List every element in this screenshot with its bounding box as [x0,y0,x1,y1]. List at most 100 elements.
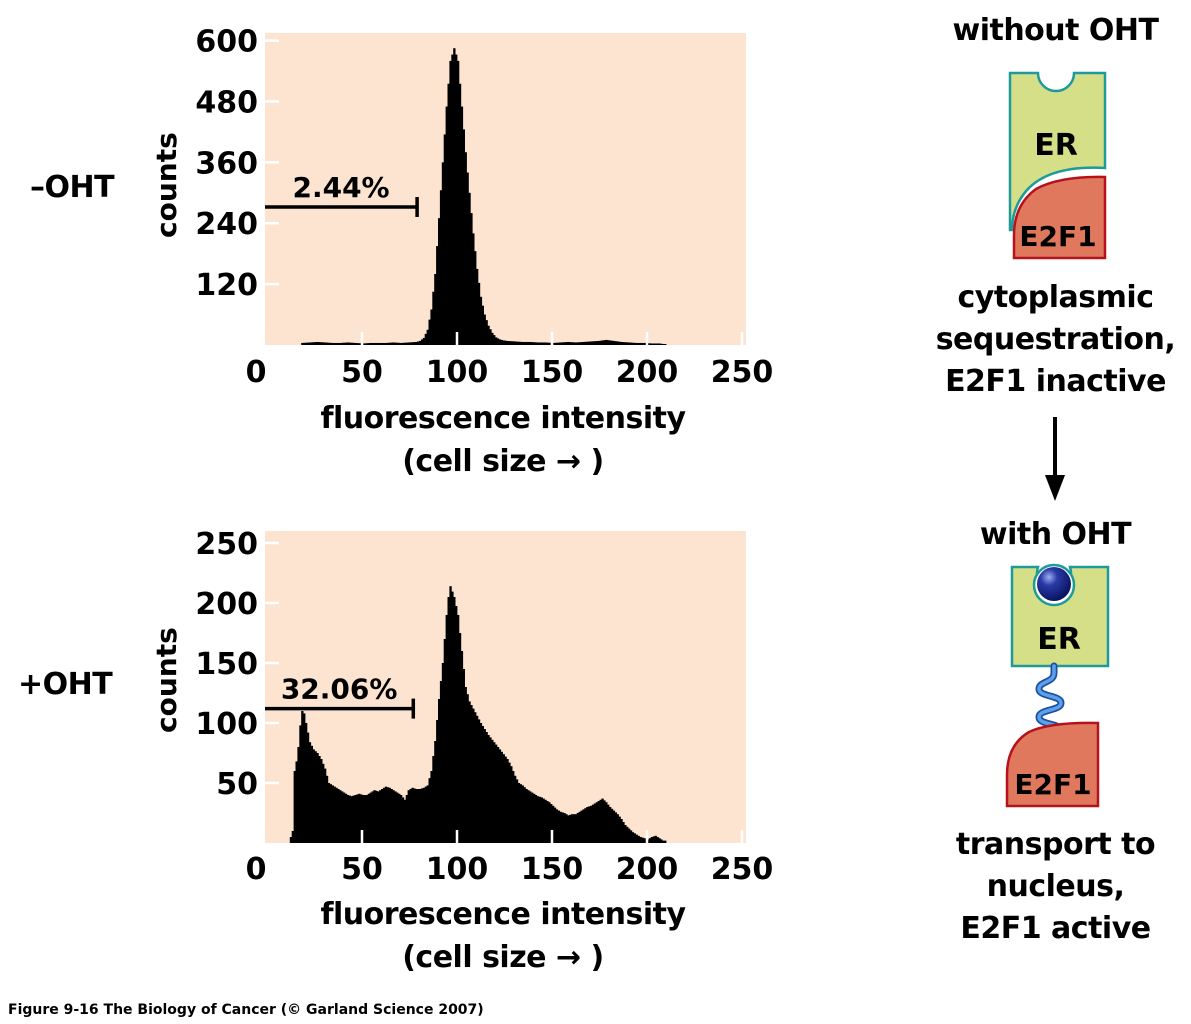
histogram-bar [538,342,541,345]
histogram-bar [658,343,661,345]
histogram-bar [420,339,424,345]
histogram-bar [650,343,654,345]
histogram-bar [443,639,446,843]
histogram-bar [605,802,608,843]
histogram-bar [438,218,441,345]
histogram-bar [614,812,617,843]
histogram-bar [633,342,636,345]
histogram-bar [510,766,513,843]
histogram-bar [586,341,589,345]
histogram-bar [641,342,644,345]
histogram-bar [382,342,386,345]
histogram-bar [576,813,579,843]
histogram-bar [324,768,327,843]
histogram-bar [462,669,465,843]
histogram-bar [348,795,351,843]
histogram-bar [563,813,566,843]
histogram-bar [377,791,380,843]
histogram-bar [343,342,346,345]
histogram-bar [441,162,445,345]
histogram-bar [424,333,427,345]
er-label: ER [1037,622,1081,657]
histogram-bar [367,793,370,843]
histogram-bar [363,343,367,345]
histogram-bar [479,296,483,345]
histogram-bar [432,291,435,345]
histogram-bar [320,342,323,345]
histogram-bar [561,812,564,843]
histogram-bar [312,749,315,843]
histogram-bar [656,837,659,843]
histogram-bar [582,341,585,345]
histogram-bar [445,106,448,345]
histogram-bar [308,342,312,345]
histogram-bar [601,340,604,345]
histogram-bar [569,814,572,843]
plot-area [265,33,746,345]
histogram-bar [493,742,496,843]
histogram-bar [514,775,517,843]
histogram-bar [612,340,616,345]
histogram-bar [628,828,631,843]
histogram-bar [379,342,382,345]
histogram-bar [521,785,524,843]
histogram-bar [476,715,479,843]
histogram-bar [327,342,331,345]
histogram-bar [428,778,431,843]
histogram-bar [344,342,348,345]
histogram-bar [584,341,587,345]
histogram-bar [331,342,334,345]
histogram-bar [559,342,562,345]
histogram-bar [470,213,473,345]
histogram-bar [363,795,367,843]
histogram-bar [593,341,597,345]
x-tick-label: 0 [246,355,267,390]
histogram-bar [536,342,540,345]
histogram-bar [626,826,629,843]
histogram-bar [289,837,293,843]
histogram-bar [489,329,492,345]
histogram-bar [405,342,408,345]
histogram-bar [552,805,555,843]
x-tick-label: 50 [341,852,383,887]
histogram-bar [348,342,351,345]
histogram-bar [574,342,578,345]
histogram-bar [548,802,551,843]
histogram-bar [559,811,562,843]
histogram-bar [574,814,578,843]
caption-line: cytoplasmic [957,280,1154,315]
histogram-bar [531,342,534,345]
histogram-bar [652,343,655,345]
histogram-bar [405,795,408,843]
e2f1-label: E2F1 [1019,220,1096,253]
y-tick-label: 50 [216,767,258,802]
histogram-bar [609,807,612,843]
e2f1-protein-shape [1012,175,1107,260]
histogram-bar [377,342,380,345]
histogram-bar [544,799,547,843]
caption-line: transport to [955,827,1156,862]
histogram-bar [449,60,452,346]
histogram-bar [420,788,424,843]
er-e2f1-complex-released: ER E2F1 [1005,563,1110,808]
histogram-bar [576,342,579,345]
histogram-bar [654,835,657,843]
histogram-bar [341,342,344,345]
histogram-bar [344,793,348,843]
histogram-bar [381,342,384,345]
histogram-bar [618,341,621,345]
down-arrow-icon [1045,417,1065,501]
histogram-bar [441,663,445,843]
x-tick-label: 200 [616,355,679,390]
histogram-bar [572,342,576,345]
histogram-bar [458,83,462,345]
histogram-bar [540,797,543,843]
histogram-bar [489,737,492,843]
e2f1-label: E2F1 [1014,768,1091,801]
histogram-bar [301,711,304,843]
histogram-bar [584,808,587,843]
histogram-bar [305,342,308,345]
histogram-bar [457,60,460,346]
histogram-bar [417,789,420,843]
histogram-bar [360,794,363,843]
